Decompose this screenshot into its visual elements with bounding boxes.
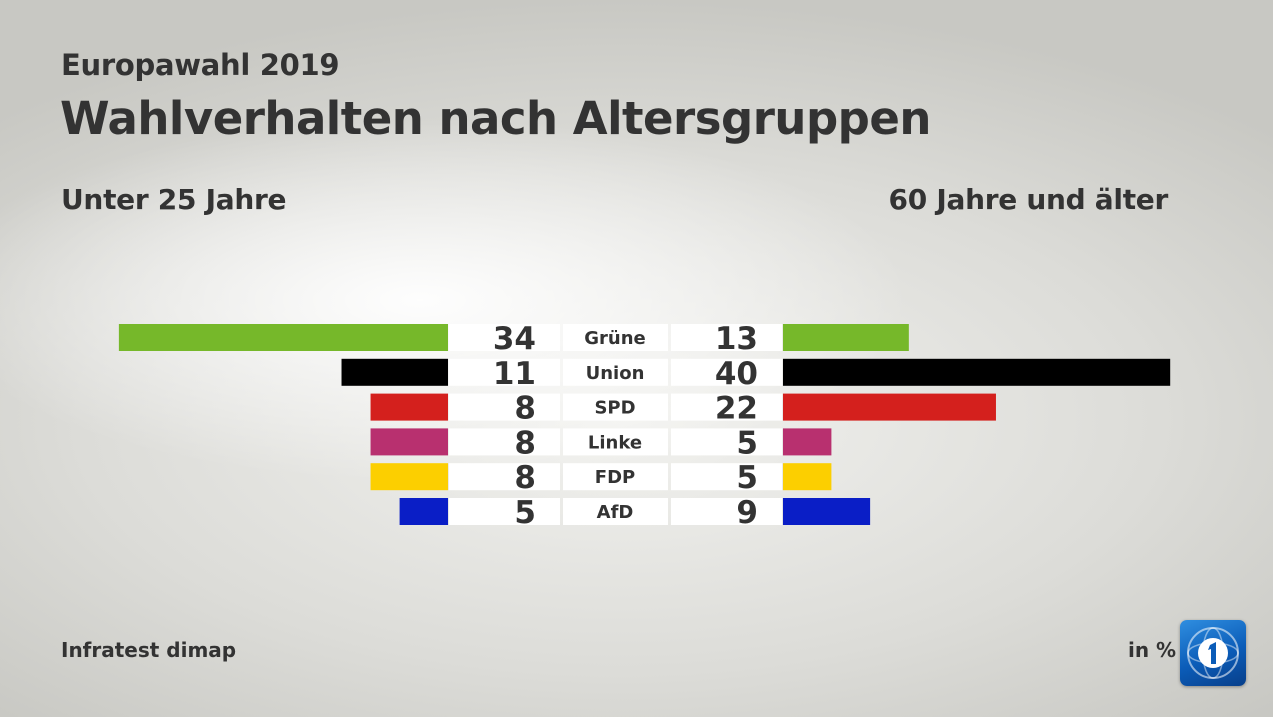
left-value-label-gr-ne: 34 (493, 321, 536, 357)
left-value-cell-fdp (449, 463, 560, 491)
category-cell-afd (563, 498, 668, 525)
right-value-cell-spd (671, 393, 782, 421)
left-value-label-spd: 8 (514, 391, 536, 427)
category-label-afd: AfD (597, 502, 634, 523)
left-group-label: Unter 25 Jahre (61, 183, 287, 216)
right-bar-linke (783, 428, 832, 456)
category-label-union: Union (586, 363, 645, 384)
category-label-fdp: FDP (595, 467, 635, 488)
right-value-label-fdp: 5 (736, 460, 758, 496)
right-value-cell-afd (671, 498, 782, 525)
category-label-linke: Linke (588, 432, 642, 453)
category-cell-gr-ne (563, 324, 668, 351)
left-value-label-linke: 8 (514, 425, 536, 461)
right-value-label-gr-ne: 13 (715, 321, 758, 357)
left-bar-union (341, 358, 448, 386)
right-value-label-spd: 22 (715, 391, 758, 427)
left-value-cell-linke (449, 428, 560, 456)
right-value-label-linke: 5 (736, 425, 758, 461)
right-value-cell-gr-ne (671, 324, 782, 351)
left-bar-linke (370, 428, 448, 456)
left-bar-gr-ne (118, 324, 448, 351)
right-bar-afd (783, 498, 871, 525)
right-value-cell-fdp (671, 463, 782, 491)
right-value-cell-union (671, 358, 782, 386)
left-value-cell-spd (449, 393, 560, 421)
category-label-gr-ne: Grüne (584, 328, 646, 349)
left-value-cell-union (449, 358, 560, 386)
right-bar-spd (783, 393, 996, 421)
left-value-label-afd: 5 (514, 495, 536, 531)
left-value-label-union: 11 (493, 356, 536, 392)
left-bar-spd (370, 393, 448, 421)
left-value-cell-gr-ne (449, 324, 560, 351)
right-value-label-afd: 9 (736, 495, 758, 531)
category-cell-union (563, 358, 668, 386)
category-cell-fdp (563, 463, 668, 491)
category-cell-spd (563, 393, 668, 421)
right-bar-fdp (783, 463, 832, 491)
right-bar-gr-ne (783, 324, 909, 351)
chart-title: Wahlverhalten nach Altersgruppen (60, 92, 931, 145)
right-value-label-union: 40 (715, 356, 758, 392)
left-bar-fdp (370, 463, 448, 491)
right-value-cell-linke (671, 428, 782, 456)
unit-label: in % (1128, 638, 1177, 662)
ard-das-erste-logo-icon (1180, 620, 1246, 686)
category-label-spd: SPD (594, 398, 635, 419)
right-bar-union (783, 358, 1171, 386)
left-bar-afd (399, 498, 448, 525)
left-value-label-fdp: 8 (514, 460, 536, 496)
category-cell-linke (563, 428, 668, 456)
chart-kicker: Europawahl 2019 (61, 48, 340, 82)
source-label: Infratest dimap (61, 638, 237, 662)
right-group-label: 60 Jahre und älter (888, 183, 1169, 216)
left-value-cell-afd (449, 498, 560, 525)
